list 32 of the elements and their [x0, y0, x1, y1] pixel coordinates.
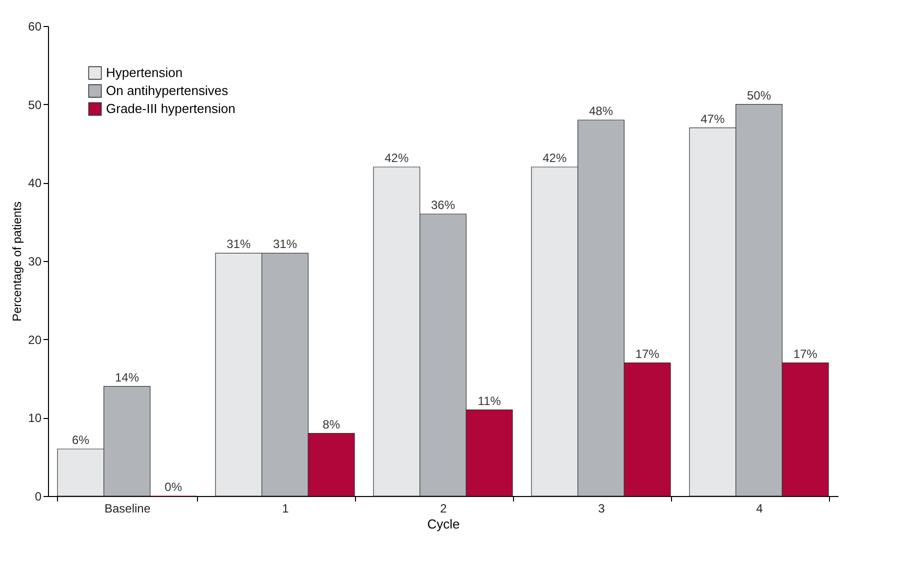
data-label: 0%: [164, 480, 182, 494]
data-label: 36%: [430, 198, 456, 212]
data-label: 42%: [384, 151, 409, 165]
x-tick-label: 3: [598, 502, 606, 516]
data-label: 47%: [700, 112, 725, 126]
y-tick-label: 10: [28, 411, 42, 426]
x-tick-label: 2: [440, 502, 448, 516]
y-axis-title: Percentage of patients: [10, 201, 24, 322]
data-label: 6%: [72, 433, 90, 447]
data-label: 8%: [322, 417, 340, 432]
y-tick-label: 20: [28, 332, 42, 347]
data-label: 17%: [635, 346, 660, 361]
y-tick-label: 40: [28, 176, 42, 190]
data-label: 31%: [272, 237, 298, 252]
data-label: 42%: [542, 151, 567, 165]
data-label: 11%: [478, 394, 502, 408]
data-label: 31%: [226, 237, 251, 252]
y-tick-label: 50: [28, 98, 42, 112]
legend-label: Grade-III hypertension: [106, 101, 236, 116]
data-label: 17%: [793, 346, 818, 361]
x-tick-label: Baseline: [104, 502, 151, 516]
x-tick-label: 1: [282, 502, 290, 516]
data-label: 14%: [114, 370, 140, 384]
y-tick-label: 0: [34, 490, 42, 504]
x-axis-title: Cycle: [427, 516, 460, 532]
y-tick-label: 30: [28, 254, 42, 268]
y-tick-label: 60: [28, 20, 42, 34]
data-label: 50%: [746, 88, 772, 102]
legend-label: On antihypertensives: [106, 83, 229, 98]
legend-label: Hypertension: [106, 65, 183, 80]
data-label: 48%: [588, 104, 614, 118]
x-tick-label: 4: [756, 502, 764, 516]
